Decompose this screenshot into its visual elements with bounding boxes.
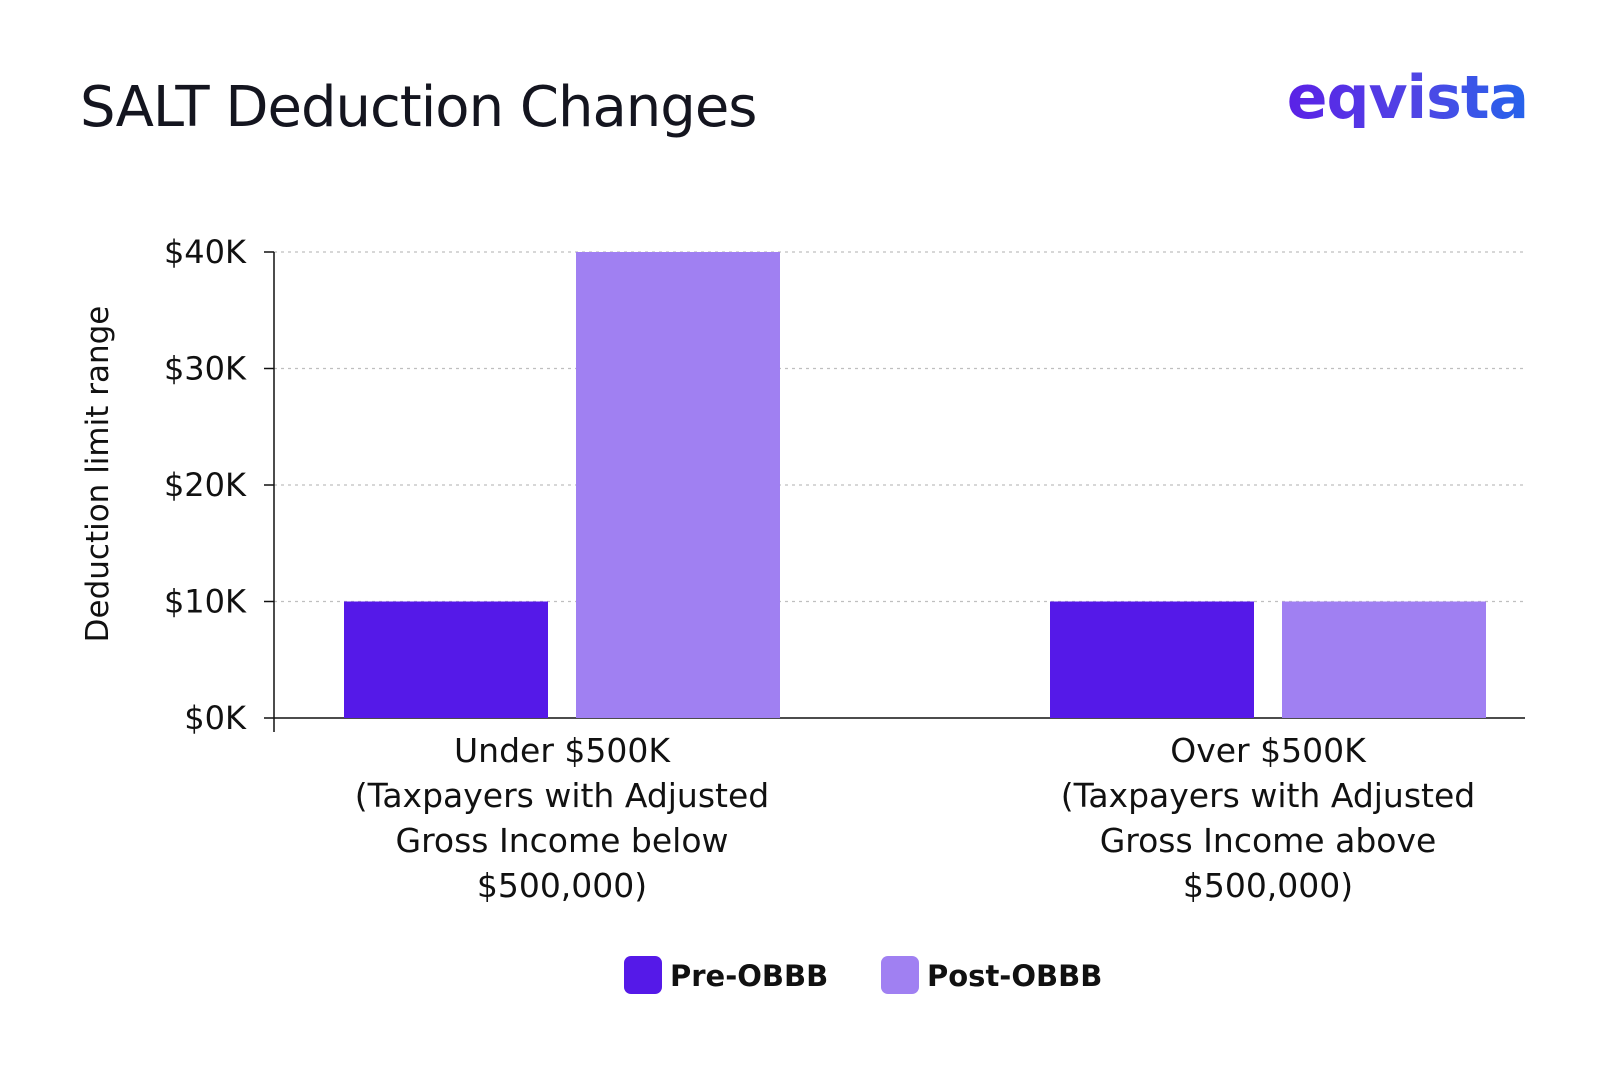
- y-tick-label: $10K: [164, 583, 247, 621]
- bar-pre-obbb-2: [1050, 601, 1254, 718]
- bar-post-obbb-1: [576, 252, 780, 718]
- y-axis-label: Deduction limit range: [80, 306, 116, 643]
- x-category-line: $500,000): [1183, 866, 1353, 905]
- x-category-line: (Taxpayers with Adjusted: [1061, 776, 1475, 815]
- x-category-line: $500,000): [477, 866, 647, 905]
- y-axis-ticks: $0K $10K $20K $30K $40K: [164, 233, 274, 737]
- x-category-line: Gross Income below: [396, 821, 729, 860]
- x-category-label: Over $500K (Taxpayers with Adjusted Gross …: [1061, 731, 1475, 905]
- legend-swatch: [881, 956, 919, 994]
- x-category-label: Under $500K (Taxpayers with Adjusted Gross…: [355, 731, 769, 905]
- x-category-line: Under $500K: [454, 731, 671, 770]
- y-tick-label: $30K: [164, 350, 247, 388]
- legend: Pre-OBBB Post-OBBB: [624, 956, 1102, 994]
- x-axis-categories: Under $500K (Taxpayers with Adjusted Gross…: [355, 731, 1475, 905]
- legend-item: Post-OBBB: [881, 956, 1102, 994]
- eqvista-logo: eqvista: [1286, 63, 1529, 133]
- y-tick-label: $0K: [184, 699, 247, 737]
- y-tick-label: $20K: [164, 466, 247, 504]
- x-category-line: Gross Income above: [1100, 821, 1437, 860]
- legend-swatch: [624, 956, 662, 994]
- bar-pre-obbb-1: [344, 601, 548, 718]
- legend-item: Pre-OBBB: [624, 956, 828, 994]
- page-title: SALT Deduction Changes: [80, 75, 757, 140]
- legend-label: Post-OBBB: [927, 959, 1102, 993]
- x-category-line: (Taxpayers with Adjusted: [355, 776, 769, 815]
- legend-label: Pre-OBBB: [670, 959, 828, 993]
- y-tick-label: $40K: [164, 233, 247, 271]
- grid-lines: [274, 251, 1525, 603]
- x-category-line: Over $500K: [1170, 731, 1367, 770]
- bars: [344, 252, 1486, 718]
- bar-post-obbb-2: [1282, 601, 1486, 718]
